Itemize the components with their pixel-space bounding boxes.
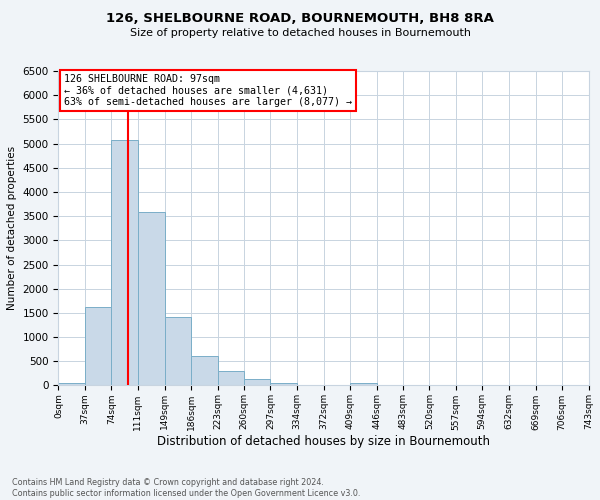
- Bar: [137, 212, 165, 386]
- Bar: [244, 378, 271, 386]
- Text: Size of property relative to detached houses in Bournemouth: Size of property relative to detached ho…: [130, 28, 470, 38]
- Bar: [350, 383, 377, 386]
- Bar: [191, 356, 218, 386]
- Bar: [271, 383, 297, 386]
- Bar: [165, 318, 191, 386]
- Text: 126 SHELBOURNE ROAD: 97sqm
← 36% of detached houses are smaller (4,631)
63% of s: 126 SHELBOURNE ROAD: 97sqm ← 36% of deta…: [64, 74, 352, 108]
- Bar: [58, 383, 85, 386]
- Text: 126, SHELBOURNE ROAD, BOURNEMOUTH, BH8 8RA: 126, SHELBOURNE ROAD, BOURNEMOUTH, BH8 8…: [106, 12, 494, 26]
- Bar: [218, 371, 244, 386]
- Bar: [85, 306, 111, 386]
- Bar: [111, 140, 137, 386]
- Y-axis label: Number of detached properties: Number of detached properties: [7, 146, 17, 310]
- Text: Contains HM Land Registry data © Crown copyright and database right 2024.
Contai: Contains HM Land Registry data © Crown c…: [12, 478, 361, 498]
- X-axis label: Distribution of detached houses by size in Bournemouth: Distribution of detached houses by size …: [157, 435, 490, 448]
